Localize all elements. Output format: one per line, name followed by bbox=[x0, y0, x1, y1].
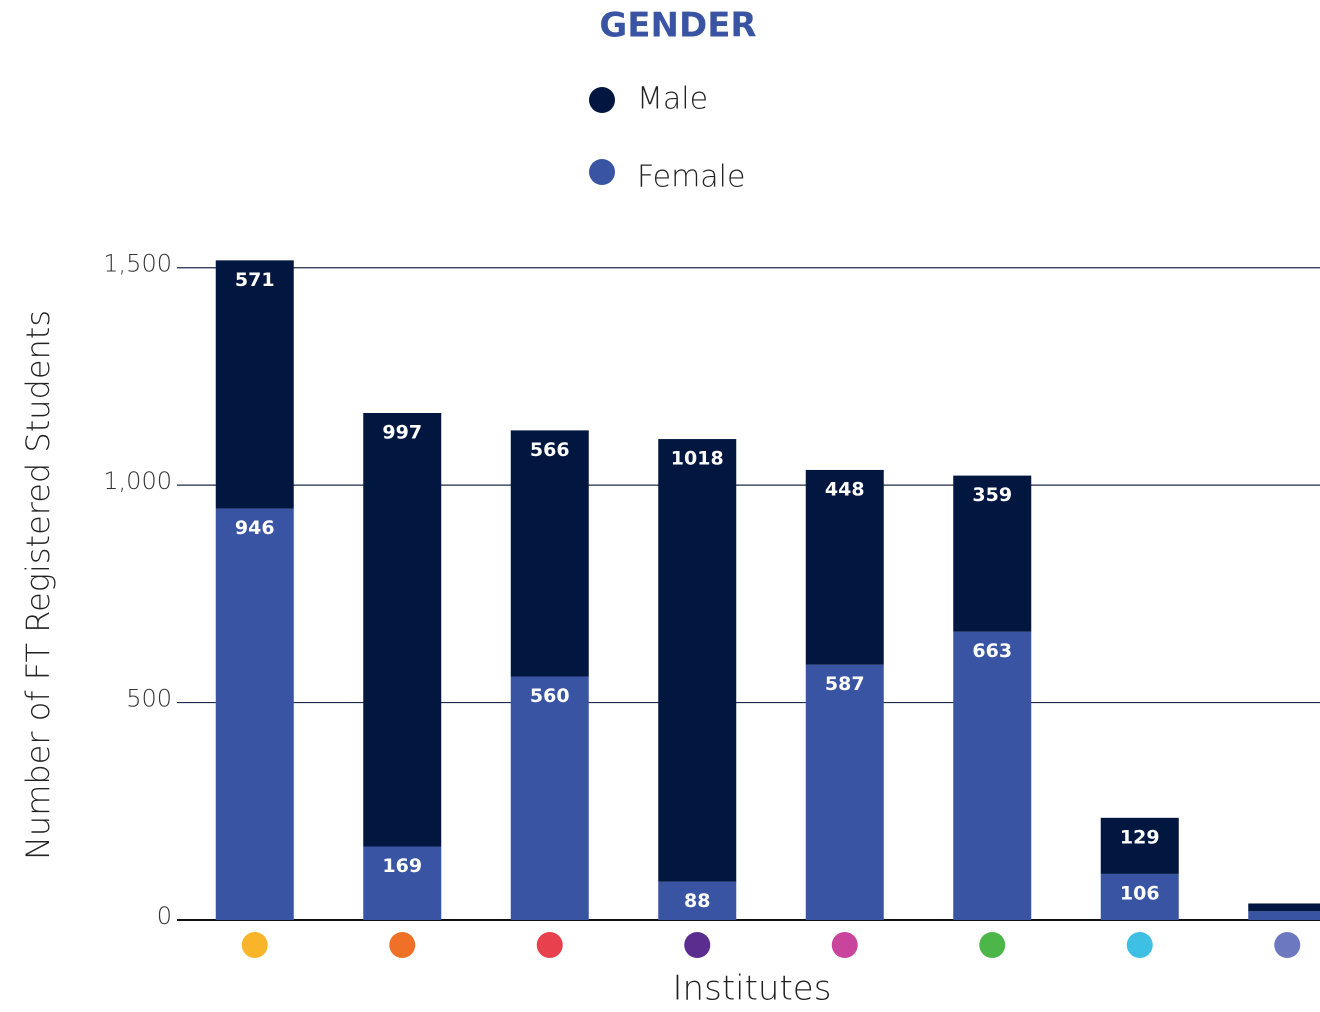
bar-segment bbox=[363, 412, 442, 847]
bar-segment bbox=[805, 664, 884, 920]
data-label: 946 bbox=[235, 517, 275, 539]
x-axis-label: Institutes bbox=[673, 969, 832, 1009]
bar-segment bbox=[215, 508, 294, 920]
category-marker bbox=[979, 932, 1006, 958]
data-label: 663 bbox=[972, 640, 1012, 662]
y-tick-label: 1,000 bbox=[103, 467, 172, 495]
data-label: 448 bbox=[825, 478, 865, 500]
bar-segment bbox=[658, 881, 737, 920]
y-tick-label: 0 bbox=[157, 902, 172, 930]
bar-segment bbox=[1248, 911, 1320, 920]
legend-label: Male bbox=[637, 82, 708, 117]
category-marker bbox=[831, 932, 858, 958]
legend-label: Female bbox=[637, 160, 745, 195]
data-label: 1018 bbox=[671, 448, 724, 470]
bar-segment bbox=[805, 469, 884, 665]
category-marker bbox=[241, 932, 268, 958]
data-label: 359 bbox=[972, 484, 1012, 506]
data-label: 587 bbox=[825, 673, 865, 695]
category-marker bbox=[1274, 932, 1301, 958]
data-label: 560 bbox=[530, 685, 570, 707]
bar-segment bbox=[953, 475, 1032, 632]
category-marker bbox=[389, 932, 416, 958]
y-tick-label: 500 bbox=[126, 685, 172, 713]
y-axis-label: Number of FT Registered Students bbox=[19, 310, 57, 860]
data-label: 997 bbox=[382, 421, 422, 443]
category-marker bbox=[684, 932, 711, 958]
data-label: 169 bbox=[382, 855, 422, 877]
data-label: 106 bbox=[1120, 882, 1160, 904]
bar-segment bbox=[1248, 903, 1320, 912]
data-label: 566 bbox=[530, 439, 570, 461]
bar-segment bbox=[510, 430, 589, 677]
category-marker bbox=[1126, 932, 1153, 958]
bar-segment bbox=[510, 676, 589, 920]
bar-segment bbox=[1100, 873, 1179, 920]
data-label: 571 bbox=[235, 269, 275, 291]
bar-segment bbox=[363, 846, 442, 920]
bar-segment bbox=[953, 631, 1032, 920]
bar-segment bbox=[215, 260, 294, 509]
bar-segment bbox=[658, 439, 737, 882]
chart-title: GENDER bbox=[599, 6, 756, 46]
y-tick-label: 1,500 bbox=[103, 250, 172, 278]
data-label: 129 bbox=[1120, 826, 1160, 848]
legend-swatch bbox=[589, 87, 615, 113]
bar-segment bbox=[1100, 817, 1179, 874]
legend-swatch bbox=[589, 159, 615, 185]
data-label: 88 bbox=[684, 890, 710, 912]
category-marker bbox=[536, 932, 563, 958]
